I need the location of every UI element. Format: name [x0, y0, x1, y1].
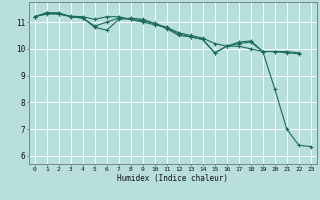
X-axis label: Humidex (Indice chaleur): Humidex (Indice chaleur) — [117, 174, 228, 183]
